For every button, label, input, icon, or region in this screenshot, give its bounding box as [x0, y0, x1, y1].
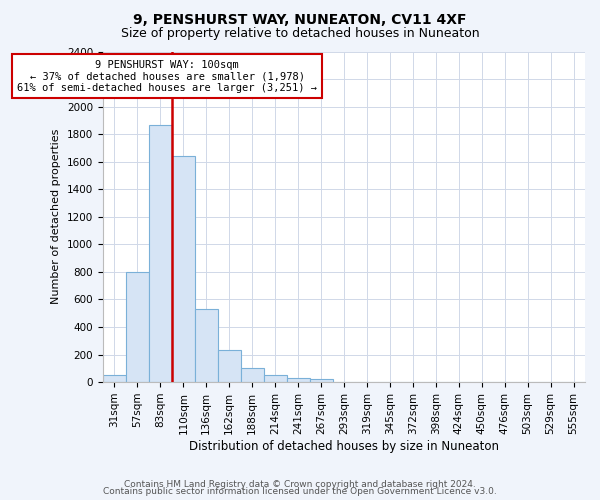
X-axis label: Distribution of detached houses by size in Nuneaton: Distribution of detached houses by size …	[189, 440, 499, 452]
Bar	[263, 374, 287, 382]
Bar	[310, 380, 332, 382]
Bar	[126, 272, 149, 382]
Bar	[218, 350, 241, 382]
Bar	[149, 124, 172, 382]
Text: Size of property relative to detached houses in Nuneaton: Size of property relative to detached ho…	[121, 28, 479, 40]
Text: Contains public sector information licensed under the Open Government Licence v3: Contains public sector information licen…	[103, 488, 497, 496]
Bar	[195, 309, 218, 382]
Text: 9 PENSHURST WAY: 100sqm
← 37% of detached houses are smaller (1,978)
61% of semi: 9 PENSHURST WAY: 100sqm ← 37% of detache…	[17, 60, 317, 93]
Bar	[287, 378, 310, 382]
Y-axis label: Number of detached properties: Number of detached properties	[52, 129, 61, 304]
Text: Contains HM Land Registry data © Crown copyright and database right 2024.: Contains HM Land Registry data © Crown c…	[124, 480, 476, 489]
Text: 9, PENSHURST WAY, NUNEATON, CV11 4XF: 9, PENSHURST WAY, NUNEATON, CV11 4XF	[133, 12, 467, 26]
Bar	[241, 368, 263, 382]
Bar	[172, 156, 195, 382]
Bar	[103, 375, 126, 382]
